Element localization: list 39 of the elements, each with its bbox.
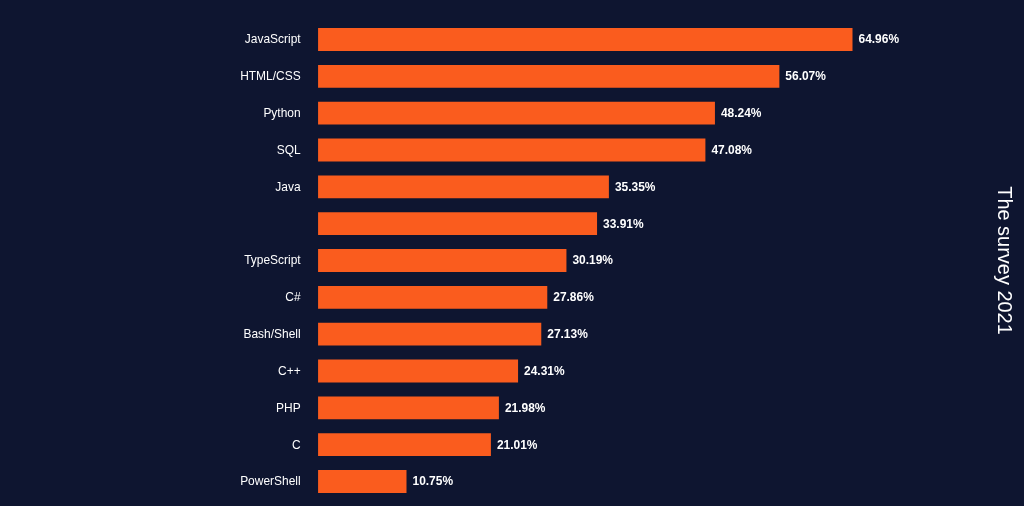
y-tick-label: SQL xyxy=(276,142,301,157)
y-tick-label: JavaScript xyxy=(244,32,302,47)
data-label: 21.98% xyxy=(504,400,546,415)
y-tick-label: Bash/Shell xyxy=(243,327,301,342)
bar xyxy=(318,138,706,162)
data-label: 56.07% xyxy=(785,69,827,84)
y-tick-label: C xyxy=(291,437,301,452)
bar xyxy=(318,64,780,88)
data-label: 33.91% xyxy=(603,216,644,231)
text: The survey 2021 xyxy=(993,186,1016,335)
y-tick-label: C++ xyxy=(278,363,301,378)
bar xyxy=(318,359,519,383)
data-label: 48.24% xyxy=(720,106,762,121)
data-label: 64.96% xyxy=(858,32,900,47)
bar xyxy=(318,28,853,51)
bar xyxy=(318,249,567,272)
bar xyxy=(318,285,548,309)
bar xyxy=(318,101,715,125)
data-label: 30.19% xyxy=(572,253,614,268)
bar xyxy=(318,175,609,199)
y-tick-label: Python xyxy=(263,106,301,121)
y-tick-label: PowerShell xyxy=(240,474,301,489)
bar xyxy=(318,433,491,457)
data-label: 27.86% xyxy=(553,290,595,305)
bar xyxy=(318,396,499,420)
data-label: 24.31% xyxy=(524,363,565,378)
data-label: 27.13% xyxy=(547,327,589,342)
data-label: 10.75% xyxy=(412,474,454,489)
bar xyxy=(318,212,598,236)
data-label: 35.35% xyxy=(614,179,656,194)
data-label: 47.08% xyxy=(711,142,753,157)
y-tick-label: Java xyxy=(275,179,301,194)
y-tick-label: TypeScript xyxy=(244,253,302,268)
data-label: 21.01% xyxy=(496,437,538,452)
bar xyxy=(318,470,407,493)
y-tick-label: PHP xyxy=(276,400,301,415)
bar xyxy=(318,322,542,346)
y-tick-label: HTML/CSS xyxy=(240,69,301,84)
y-tick-label: C# xyxy=(285,290,301,305)
